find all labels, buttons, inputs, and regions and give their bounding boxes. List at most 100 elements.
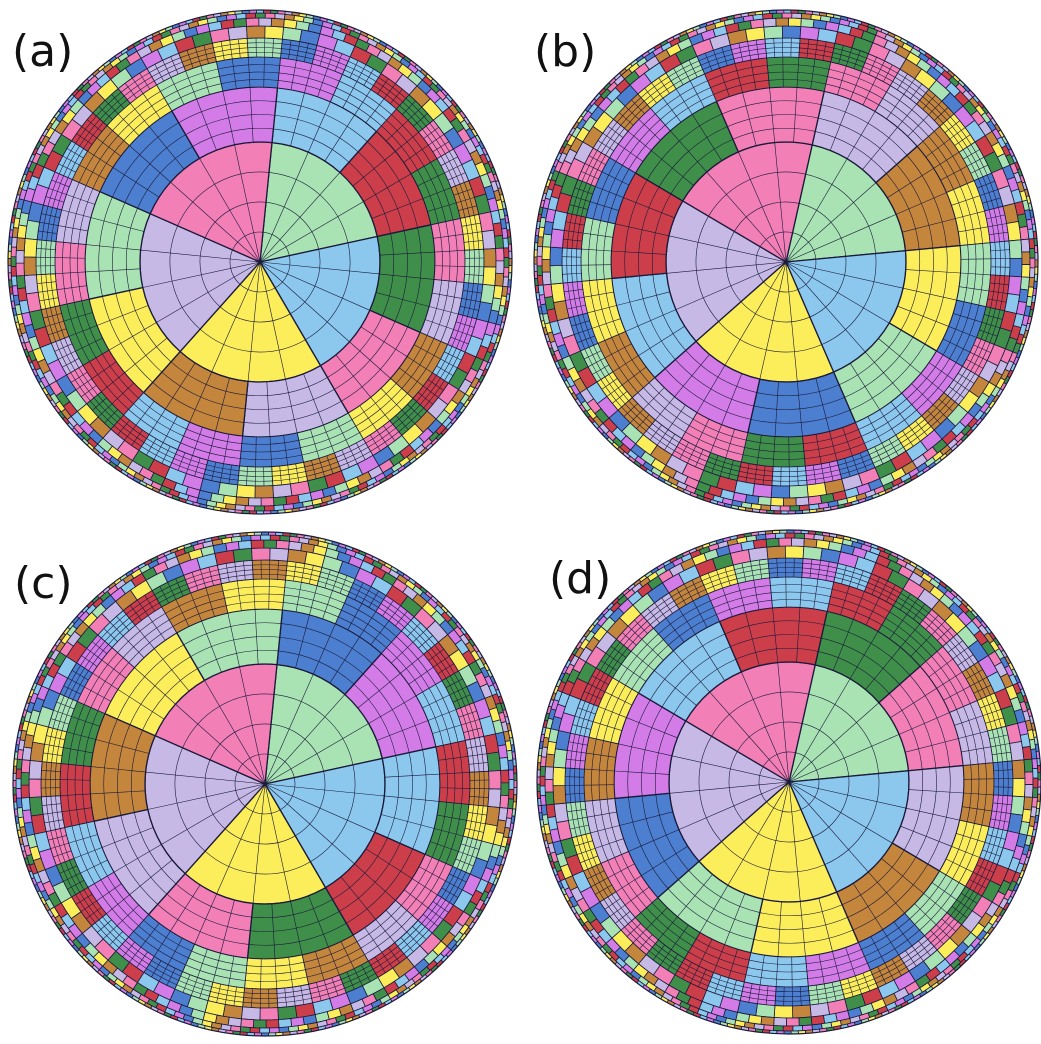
tile-subdivision-arc [607,799,622,855]
tile-subdivision-arc [713,592,772,608]
tile-subdivision-arc [344,602,397,637]
tile-subdivision-arc [849,343,926,411]
tile [552,766,566,787]
tile-subdivision-arc [716,600,772,615]
tile-subdivision-arc [117,644,184,720]
tile-subdivision-arc [386,119,425,167]
tile-subdivision-arc [673,658,737,715]
tile [15,275,26,290]
tile-subdivision-arc [247,42,282,45]
tile-subdivision-arc [400,857,433,906]
hyperbolic-disk-a [7,9,513,515]
tile-subdivision-arc [661,646,731,708]
tile-subdivision-arc [734,201,800,232]
tile-subdivision-arc [305,242,351,340]
hyperbolic-disk-d [536,529,1041,1035]
tile-subdivision-arc [107,875,144,921]
tile-subdivision-arc [925,661,957,710]
tile-subdivision-arc [762,751,796,767]
tile-subdivision-arc [129,290,172,363]
tile-subdivision-arc [915,768,937,858]
tile [781,12,793,19]
tile [794,532,806,539]
tile-subdivision-arc [445,803,462,864]
tile [254,485,274,499]
tile-subdivision-arc [245,976,308,982]
tile-subdivision-arc [310,764,356,862]
tile [1029,257,1036,269]
tile-subdivision-arc [83,652,118,705]
tile-subdivision-arc [274,114,359,153]
tile-subdivision-arc [204,850,311,875]
tile-subdivision-arc [412,863,447,916]
tile-subdivision-arc [244,806,281,815]
tile [503,257,510,268]
panel-c: (c) [0,522,520,1044]
tile [250,539,265,549]
tile-subdivision-arc [197,650,279,669]
tile-subdivision-arc [651,902,697,940]
tile-subdivision-arc [803,429,859,444]
tile-subdivision-arc [832,588,890,613]
tile-subdivision-arc [440,281,457,342]
tile-subdivision-arc [909,675,950,767]
tile-subdivision-arc [262,231,290,256]
tile [1021,251,1031,265]
tile-subdivision-arc [956,709,971,765]
tile-subdivision-arc [290,249,321,315]
tile [1032,777,1039,789]
tile-subdivision-arc [664,368,751,420]
tile-subdivision-arc [827,76,883,99]
tile-subdivision-arc [886,173,920,250]
tile-subdivision-arc [799,203,847,257]
tile-subdivision-arc [792,232,817,260]
tile [792,1025,804,1032]
tile [771,12,783,19]
tile-subdivision-arc [117,724,131,816]
tile-subdivision-arc [737,721,803,752]
tile-subdivision-arc [767,64,830,70]
tile [542,233,553,248]
tile [779,505,791,512]
tile-subdivision-arc [306,954,365,978]
tiling-group [534,10,1038,514]
tile-subdivision-arc [219,306,291,323]
tile-subdivision-arc [133,931,186,966]
tile-subdivision-arc [279,636,364,675]
tile-subdivision-arc [909,874,947,920]
tile [500,782,510,797]
tile-subdivision-arc [129,656,191,725]
tile-subdivision-arc [95,357,134,405]
tile [803,538,818,549]
tile-subdivision-arc [931,656,964,707]
tile [545,753,556,768]
tile-subdivision-arc [607,168,630,223]
tile-subdivision-arc [607,860,642,913]
tile-subdivision-arc [753,929,854,944]
tile-subdivision-arc [922,141,954,190]
tile [245,12,257,19]
tile-subdivision-arc [966,183,983,244]
tile-subdivision-arc [278,80,334,96]
panel-a: (a) [0,0,520,522]
tile-subdivision-arc [771,599,829,605]
tile-subdivision-arc [283,594,342,611]
tile [23,274,39,295]
tile-subdivision-arc [692,418,747,441]
tile [15,249,25,264]
tile-subdivision-arc [97,662,130,711]
tile-subdivision-arc [928,136,961,187]
tile-subdivision-arc [735,647,819,660]
tile [1023,758,1034,773]
tile-subdivision-arc [627,699,651,798]
tile-subdivision-arc [971,244,977,304]
tile-subdivision-arc [978,243,984,306]
tile-subdivision-arc [622,119,661,166]
tile-subdivision-arc [270,724,324,772]
tile-subdivision-arc [248,923,347,946]
tile [494,272,505,287]
tile-subdivision-arc [625,277,666,369]
tile-subdivision-arc [643,387,690,426]
tile-subdivision-arc [858,398,907,430]
tile-subdivision-arc [749,959,807,965]
